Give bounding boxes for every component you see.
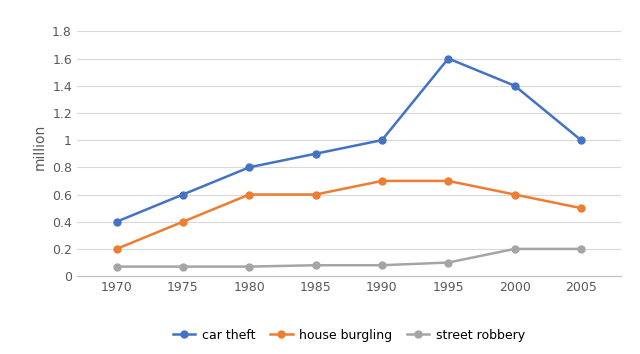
- car theft: [179, 192, 187, 196]
- car theft: [577, 138, 585, 142]
- house burgling: [378, 179, 386, 183]
- street robbery: [113, 264, 120, 269]
- car theft: [444, 56, 452, 61]
- house burgling: [179, 219, 187, 224]
- street robbery: [312, 263, 319, 267]
- street robbery: [577, 247, 585, 251]
- street robbery: [444, 261, 452, 265]
- street robbery: [378, 263, 386, 267]
- street robbery: [246, 264, 253, 269]
- house burgling: [444, 179, 452, 183]
- house burgling: [577, 206, 585, 210]
- Line: car theft: car theft: [113, 55, 584, 225]
- car theft: [246, 165, 253, 170]
- house burgling: [312, 192, 319, 196]
- house burgling: [246, 192, 253, 196]
- car theft: [113, 219, 120, 224]
- street robbery: [511, 247, 518, 251]
- Line: house burgling: house burgling: [113, 177, 584, 252]
- car theft: [312, 152, 319, 156]
- house burgling: [113, 247, 120, 251]
- car theft: [511, 84, 518, 88]
- Line: street robbery: street robbery: [113, 245, 584, 270]
- house burgling: [511, 192, 518, 196]
- Y-axis label: million: million: [33, 124, 46, 170]
- Legend: car theft, house burgling, street robbery: car theft, house burgling, street robber…: [168, 324, 530, 347]
- car theft: [378, 138, 386, 142]
- street robbery: [179, 264, 187, 269]
